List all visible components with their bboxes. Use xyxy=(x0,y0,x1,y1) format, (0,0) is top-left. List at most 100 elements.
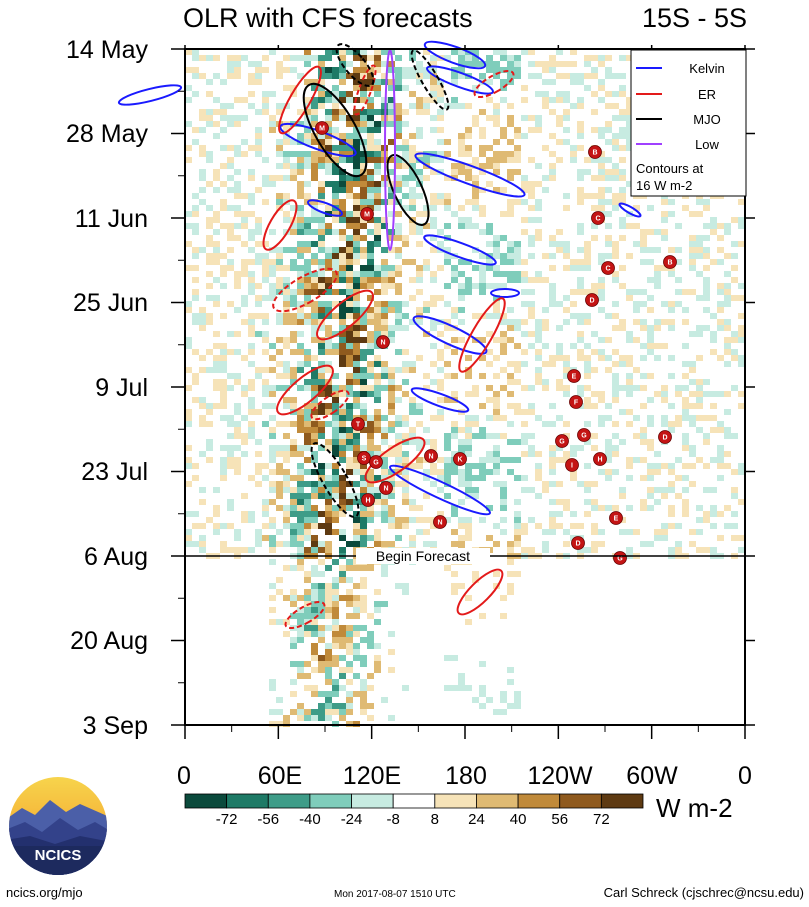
olr-cell xyxy=(465,175,472,181)
olr-cell xyxy=(283,433,290,439)
olr-cell xyxy=(339,655,346,661)
olr-cell xyxy=(472,157,479,163)
olr-cell xyxy=(374,193,381,199)
olr-cell xyxy=(192,127,199,133)
olr-cell xyxy=(402,241,409,247)
olr-cell xyxy=(234,121,241,127)
olr-cell xyxy=(360,97,367,103)
olr-cell xyxy=(339,475,346,481)
olr-cell xyxy=(381,247,388,253)
olr-cell xyxy=(234,349,241,355)
olr-cell xyxy=(563,295,570,301)
olr-cell xyxy=(255,145,262,151)
olr-cell xyxy=(717,307,724,313)
olr-cell xyxy=(367,259,374,265)
olr-cell xyxy=(493,253,500,259)
contour-kelvin xyxy=(423,40,487,70)
olr-cell xyxy=(612,373,619,379)
y-tick-label: 3 Sep xyxy=(83,712,148,740)
olr-cell xyxy=(738,313,745,319)
olr-cell xyxy=(381,313,388,319)
olr-cell xyxy=(689,541,696,547)
olr-cell xyxy=(402,313,409,319)
x-tick-label: 120E xyxy=(343,762,401,790)
olr-cell xyxy=(297,163,304,169)
olr-cell xyxy=(444,151,451,157)
olr-cell xyxy=(437,487,444,493)
olr-cell xyxy=(346,493,353,499)
olr-cell xyxy=(311,517,318,523)
olr-cell xyxy=(262,103,269,109)
olr-cell xyxy=(346,643,353,649)
olr-cell xyxy=(311,523,318,529)
olr-cell xyxy=(402,109,409,115)
olr-cell xyxy=(367,475,374,481)
olr-cell xyxy=(269,295,276,301)
olr-cell xyxy=(381,283,388,289)
olr-cell xyxy=(262,505,269,511)
olr-cell xyxy=(668,421,675,427)
olr-cell xyxy=(381,319,388,325)
olr-cell xyxy=(283,127,290,133)
olr-cell xyxy=(192,319,199,325)
olr-cell xyxy=(612,247,619,253)
olr-cell xyxy=(626,181,633,187)
olr-cell xyxy=(395,109,402,115)
olr-cell xyxy=(738,325,745,331)
olr-cell xyxy=(346,409,353,415)
olr-cell xyxy=(192,397,199,403)
olr-cell xyxy=(486,67,493,73)
olr-cell xyxy=(276,385,283,391)
olr-cell xyxy=(353,157,360,163)
olr-cell xyxy=(381,493,388,499)
olr-cell xyxy=(486,163,493,169)
olr-cell xyxy=(409,199,416,205)
olr-cell xyxy=(374,313,381,319)
olr-cell xyxy=(521,439,528,445)
olr-cell xyxy=(717,355,724,361)
storm-marker: F xyxy=(569,395,583,409)
olr-cell xyxy=(584,289,591,295)
olr-cell xyxy=(486,115,493,121)
olr-cell xyxy=(346,565,353,571)
olr-cell xyxy=(199,403,206,409)
olr-cell xyxy=(213,301,220,307)
olr-cell xyxy=(626,355,633,361)
olr-cell xyxy=(472,487,479,493)
olr-cell xyxy=(241,55,248,61)
olr-cell xyxy=(696,391,703,397)
olr-cell xyxy=(346,73,353,79)
olr-cell xyxy=(703,265,710,271)
olr-cell xyxy=(332,385,339,391)
colorbar-swatch xyxy=(476,793,519,809)
olr-cell xyxy=(696,427,703,433)
olr-cell xyxy=(325,583,332,589)
olr-cell xyxy=(563,109,570,115)
olr-cell xyxy=(591,505,598,511)
storm-circle xyxy=(567,369,581,383)
olr-cell xyxy=(297,625,304,631)
olr-cell xyxy=(367,253,374,259)
olr-cell xyxy=(465,517,472,523)
olr-cell xyxy=(640,355,647,361)
olr-cell xyxy=(507,307,514,313)
olr-cell xyxy=(451,421,458,427)
olr-cell xyxy=(682,433,689,439)
olr-cell xyxy=(381,457,388,463)
olr-cell xyxy=(185,421,192,427)
contour-kelvin xyxy=(490,288,520,298)
olr-cell xyxy=(227,205,234,211)
olr-cell xyxy=(458,145,465,151)
olr-cell xyxy=(346,649,353,655)
olr-cell xyxy=(402,361,409,367)
olr-cell xyxy=(724,451,731,457)
olr-cell xyxy=(409,73,416,79)
olr-cell xyxy=(241,301,248,307)
olr-cell xyxy=(521,277,528,283)
olr-cell xyxy=(227,145,234,151)
olr-cell xyxy=(290,367,297,373)
olr-cell xyxy=(269,487,276,493)
olr-cell xyxy=(521,229,528,235)
olr-cell xyxy=(325,223,332,229)
olr-cell xyxy=(199,367,206,373)
